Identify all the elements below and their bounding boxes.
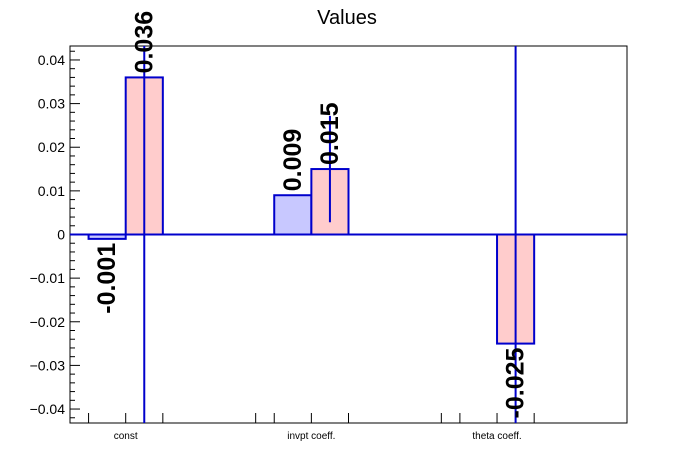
y-tick-label: −0.02 [30,314,66,330]
y-tick-label: 0.04 [38,52,65,68]
y-tick-label: 0 [57,227,65,243]
plot-area: −0.04 −0.03 −0.02 −0.01 0 0.01 0.02 0.03 0.04 con… [30,11,628,442]
bar [273,194,313,236]
x-category-label: const [114,431,138,442]
y-tick-label: 0.02 [38,139,65,155]
x-category-label: invpt coeff. [287,431,335,442]
bar-value-label: 0.036 [130,11,158,74]
x-category-label: theta coeff. [472,431,521,442]
y-tick-label: −0.01 [30,270,66,286]
bar-value-label: 0.015 [316,102,344,165]
y-tick-label: −0.04 [30,401,66,417]
y-tick-label: −0.03 [30,357,66,373]
y-tick-label: 0.01 [38,183,65,199]
y-tick-label: 0.03 [38,96,65,112]
bar-value-label: -0.001 [93,243,121,314]
bar-value-label: 0.009 [279,129,307,192]
bar-value-label: -0.025 [502,347,530,418]
chart-title: Values [317,7,377,29]
